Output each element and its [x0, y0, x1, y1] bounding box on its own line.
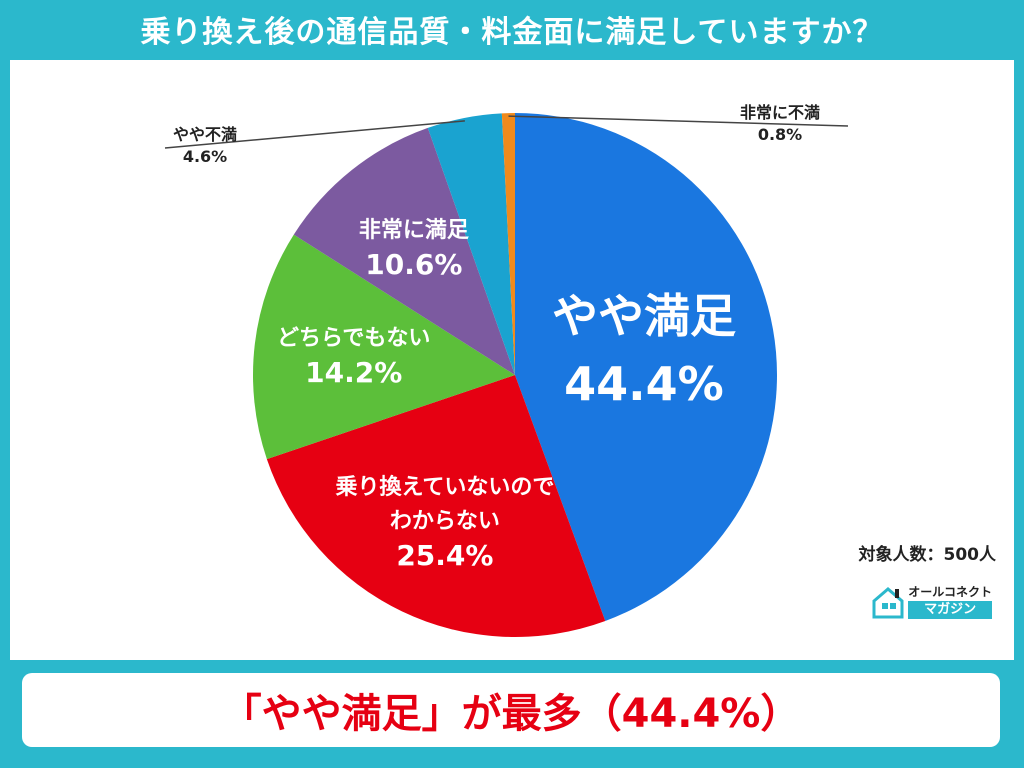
headline-text: 「やや満足」が最多（44.4%）: [221, 691, 801, 737]
pie-slice-0: [515, 113, 777, 621]
slice-name-5: 非常に不満: [725, 102, 835, 124]
chart-panel: やや満足 44.4% 乗り換えていないので わからない 25.4% どちらでもない 14.2…: [10, 60, 1014, 660]
leader-line-4: [164, 120, 465, 149]
slice-name-2: どちらでもない: [224, 322, 484, 356]
slice-name-line: 非常に不満: [739, 103, 820, 122]
sample-size: 対象人数：500人: [858, 545, 997, 565]
pie-slice-2: [252, 234, 515, 460]
slice-value-2: 14.2%: [305, 355, 403, 389]
slice-label-5: 非常に不満 0.8%: [725, 102, 835, 146]
slice-value-4: 4.6%: [182, 147, 228, 166]
leader-line-5: [508, 115, 849, 127]
slice-name-0: やや満足: [514, 282, 774, 350]
slice-label-2: どちらでもない 14.2%: [224, 322, 484, 390]
house-icon: [872, 587, 904, 619]
pie-slice-4: [427, 113, 515, 375]
slice-name-1: 乗り換えていないので わからない: [315, 471, 575, 539]
chart-title: 乗り換え後の通信品質・料金面に満足していますか？: [140, 15, 884, 50]
slice-value-0: 44.4%: [564, 357, 724, 412]
logo-top-text: オールコネクト: [908, 585, 992, 599]
slice-label-4: やや不満 4.6%: [150, 124, 260, 168]
slice-name-line: やや満足: [551, 289, 736, 344]
slice-value-5: 0.8%: [757, 125, 803, 144]
pie-slice-3: [293, 127, 515, 375]
slice-label-1: 乗り換えていないので わからない 25.4%: [315, 471, 575, 573]
brand-logo: オールコネクト マガジン: [871, 585, 992, 619]
slice-name-line: わからない: [389, 508, 500, 534]
slice-name-line: やや不満: [172, 125, 237, 144]
pie-chart: [164, 113, 849, 637]
slice-name-line: 非常に満足: [358, 217, 469, 243]
slice-label-0: やや満足 44.4%: [514, 282, 774, 418]
slice-label-3: 非常に満足 10.6%: [284, 214, 544, 282]
pie-slice-1: [266, 375, 606, 637]
slice-value-1: 25.4%: [396, 538, 494, 572]
logo-bottom-text: マガジン: [908, 601, 992, 619]
slice-name-line: どちらでもない: [277, 325, 431, 351]
slice-name-3: 非常に満足: [284, 214, 544, 248]
pie-slice-5: [501, 113, 515, 375]
slice-name-line: 乗り換えていないので: [335, 474, 555, 500]
slice-name-4: やや不満: [150, 124, 260, 146]
headline-box: 「やや満足」が最多（44.4%）: [22, 673, 1000, 747]
slice-value-3: 10.6%: [365, 247, 463, 281]
